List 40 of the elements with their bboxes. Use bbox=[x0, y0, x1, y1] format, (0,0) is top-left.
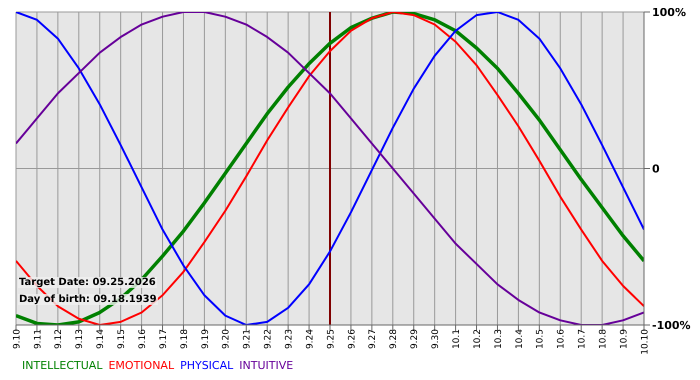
x-tick-label: 10.6 bbox=[556, 328, 567, 350]
annotation: Day of birth: 09.18.1939 bbox=[18, 294, 158, 305]
x-tick-label: 9.22 bbox=[264, 329, 274, 350]
text: INTELLECTUAL bbox=[22, 359, 102, 372]
x-tick-label: 10.4 bbox=[514, 328, 525, 350]
x-tick-label: 10.10 bbox=[640, 328, 650, 355]
x-tick-label: 9.29 bbox=[410, 328, 420, 350]
x-tick-label: 9.25 bbox=[326, 329, 336, 350]
y-tick-label: 100% bbox=[652, 6, 686, 19]
x-tick-label: 9.30 bbox=[431, 328, 442, 350]
x-tick-label: 9.27 bbox=[368, 329, 378, 350]
x-tick-label: 9.14 bbox=[96, 328, 106, 350]
annotation: Target Date: 09.25.2026 bbox=[18, 277, 157, 288]
x-tick-label: 10.3 bbox=[494, 329, 504, 350]
x-tick-label: 9.19 bbox=[200, 328, 211, 350]
x-tick-label: 10.5 bbox=[536, 329, 546, 350]
x-tick-label: 10.8 bbox=[598, 328, 609, 350]
x-tick-label: 10.7 bbox=[578, 329, 588, 350]
text: PHYSICAL bbox=[180, 359, 234, 372]
x-tick-label: 10.9 bbox=[619, 328, 630, 350]
x-tick-label: 9.20 bbox=[222, 328, 232, 350]
x-tick-label: 10.1 bbox=[452, 329, 462, 350]
x-tick-label: 9.24 bbox=[305, 328, 316, 350]
x-tick-label: 10.2 bbox=[472, 329, 483, 350]
x-tick-label: 9.13 bbox=[75, 329, 86, 350]
x-tick-label: 9.12 bbox=[54, 329, 64, 350]
x-tick-label: 9.23 bbox=[284, 329, 295, 350]
x-tick-label: 9.11 bbox=[33, 329, 44, 350]
x-tick-label: 9.16 bbox=[138, 328, 148, 350]
x-tick-label: 9.15 bbox=[117, 329, 128, 350]
x-tick-label: 9.17 bbox=[158, 329, 169, 350]
text: EMOTIONAL bbox=[108, 359, 174, 372]
y-tick-label: -100% bbox=[652, 318, 691, 332]
x-tick-label: 9.26 bbox=[347, 328, 358, 350]
x-tick-label: 9.28 bbox=[389, 328, 400, 350]
x-tick-label: 9.18 bbox=[180, 328, 190, 350]
y-tick-label: 0 bbox=[652, 162, 660, 176]
x-tick-label: 9.10 bbox=[12, 328, 22, 350]
text: INTUITIVE bbox=[239, 359, 294, 372]
x-tick-label: 9.21 bbox=[242, 329, 253, 350]
